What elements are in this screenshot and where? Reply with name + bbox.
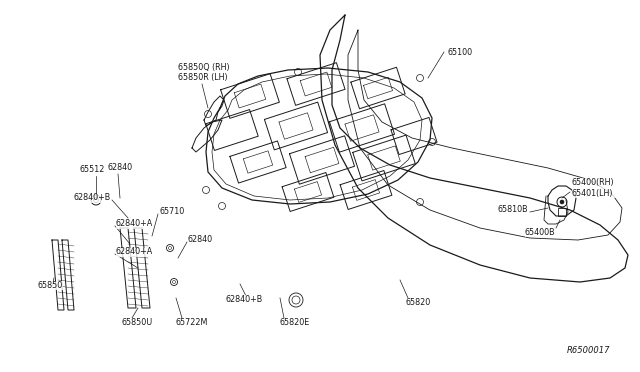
Text: 65400B: 65400B (525, 228, 556, 237)
Text: 65850: 65850 (38, 280, 63, 289)
Text: 65850Q (RH)
65850R (LH): 65850Q (RH) 65850R (LH) (178, 62, 230, 82)
Text: R6500017: R6500017 (566, 346, 610, 355)
Bar (558, 208, 566, 216)
Text: 65810B: 65810B (497, 205, 528, 215)
Text: 65722M: 65722M (176, 318, 209, 327)
Text: 62840+A: 62840+A (116, 219, 153, 228)
Text: 65400(RH)
65401(LH): 65400(RH) 65401(LH) (572, 178, 614, 198)
Text: 65820: 65820 (406, 298, 431, 307)
Text: 65100: 65100 (448, 48, 473, 57)
Text: 62840+B: 62840+B (225, 295, 262, 304)
Circle shape (560, 200, 564, 204)
Text: 65512: 65512 (80, 165, 106, 174)
Text: 62840: 62840 (108, 163, 133, 172)
Text: 62840+B: 62840+B (74, 193, 111, 202)
Text: 65710: 65710 (160, 208, 185, 217)
Text: 65850U: 65850U (122, 318, 153, 327)
Text: 62840: 62840 (188, 235, 213, 244)
Text: 65820E: 65820E (280, 318, 310, 327)
Text: 62840+A: 62840+A (116, 247, 153, 257)
